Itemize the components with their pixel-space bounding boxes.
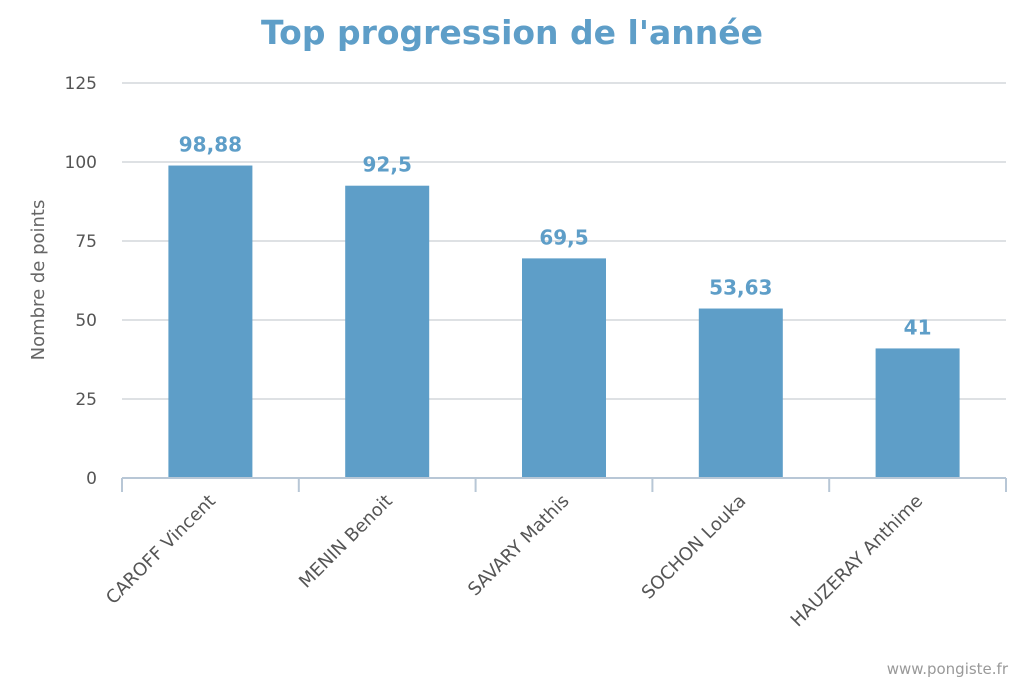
- x-tick-label: MENIN Benoit: [295, 491, 397, 593]
- bar: [345, 185, 430, 478]
- x-tick-label: HAUZERAY Anthime: [787, 491, 927, 631]
- x-tick-label: SOCHON Louka: [638, 491, 751, 604]
- gridlines: [122, 82, 1006, 400]
- x-axis: [121, 477, 1007, 492]
- credit-text: www.pongiste.fr: [887, 660, 1009, 678]
- bar: [522, 258, 606, 478]
- x-tick-label: CAROFF Vincent: [102, 491, 220, 609]
- y-axis-label: Nombre de points: [28, 200, 49, 361]
- bars: [168, 165, 960, 479]
- y-tick-label: 25: [75, 390, 97, 410]
- data-label: 92,5: [363, 153, 412, 177]
- y-tick-label: 125: [65, 74, 97, 94]
- y-tick-label: 75: [75, 232, 97, 252]
- bar: [875, 348, 960, 478]
- bar: [698, 308, 783, 478]
- data-label: 69,5: [539, 225, 588, 249]
- data-labels: 98,88 92,5 69,5 53,63 41: [179, 133, 932, 340]
- y-tick-label: 0: [86, 469, 97, 489]
- y-axis-ticks: 0 25 50 75 100 125: [65, 74, 97, 489]
- data-label: 53,63: [709, 276, 772, 300]
- y-tick-label: 100: [65, 153, 97, 173]
- x-axis-ticks: CAROFF Vincent MENIN Benoit SAVARY Mathis S…: [102, 491, 927, 631]
- chart-title: Top progression de l'année: [261, 13, 763, 52]
- bar: [168, 165, 253, 479]
- x-tick-label: SAVARY Mathis: [464, 491, 574, 601]
- y-tick-label: 50: [75, 311, 97, 331]
- data-label: 98,88: [179, 133, 242, 157]
- data-label: 41: [904, 315, 932, 339]
